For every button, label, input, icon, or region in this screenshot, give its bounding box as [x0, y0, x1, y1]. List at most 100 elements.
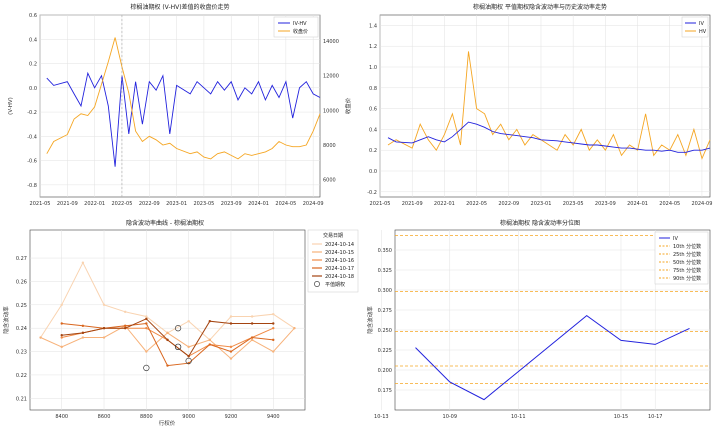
panel2-series-line — [387, 121, 711, 153]
panel4-xtick-label: 10-17 — [648, 414, 663, 420]
panel3-xtick-label: 8600 — [98, 414, 111, 420]
panel3-series-point — [229, 315, 233, 318]
panel3-ytick-label: 0.23 — [16, 350, 27, 356]
panel3-legend: 交易日期 2024-10-14 2024-10-15 2024-10-16 2024-… — [307, 229, 359, 293]
panel3-series-point — [123, 326, 127, 330]
panel3-atm-marker — [174, 325, 182, 332]
panel3-series-point — [293, 326, 296, 330]
panel3-xticks: 8400 8600 8800 9000 9200 9400 — [55, 414, 279, 420]
panel1-ytick-left-label: 0.4 — [29, 37, 37, 43]
panel4-xtick-label: 10-09 — [443, 414, 458, 420]
panel3-xtick-label: 8800 — [140, 414, 153, 420]
panel3-series-point — [145, 317, 148, 321]
panel3-series-point — [123, 324, 127, 328]
panel3-series-point — [166, 338, 169, 342]
panel3-ylabel: 隐含波动率 — [2, 306, 10, 334]
panel4-xtick-label: 10-11 — [511, 414, 526, 420]
panel1-xtick-label: 2022-09 — [139, 201, 160, 207]
panel1-ytick-left-label: -0.6 — [27, 159, 37, 165]
panel2-xtick-label: 2021-09 — [402, 201, 423, 207]
panel3-legend-title: 交易日期 — [323, 232, 343, 239]
panel3-series-point — [145, 350, 148, 353]
panel3-series-point — [123, 310, 127, 314]
panel1-ylabel-right: 收盘价 — [344, 97, 352, 114]
panel4-legend-label: 90th 分位数 — [673, 275, 701, 282]
panel3-legend-label: 2024-10-14 — [325, 242, 354, 248]
panel3-legend-label: 2024-10-17 — [325, 266, 354, 272]
panel3-title: 隐含波动率曲线 - 棕榈油期权 — [126, 219, 204, 227]
panel3-xtick-label: 9400 — [267, 414, 280, 420]
panel3-lines — [39, 261, 296, 367]
panel3-series-point — [81, 336, 85, 339]
panel1-axes — [39, 14, 321, 198]
panel4-ytick-label: 0.300 — [378, 288, 392, 294]
panel2-xtick-label: 2023-09 — [595, 201, 616, 207]
panel3-series-line — [40, 325, 295, 360]
panel4-legend-label: IV — [673, 236, 678, 242]
panel3-xlabel: 行权价 — [159, 419, 176, 427]
panel4-ytick-label: 0.250 — [378, 328, 392, 334]
panel1-xtick-label: 2024-05 — [275, 201, 296, 207]
panel4-series-line — [415, 314, 690, 401]
panel1-xtick-label: 2022-01 — [84, 201, 105, 207]
panel3-series-point — [250, 315, 254, 318]
panel3-series-point — [81, 324, 85, 328]
panel1-ytick-right-label: 6000 — [323, 178, 336, 184]
panel2-ytick-label: 1.2 — [369, 44, 377, 50]
panel1-xtick-label: 2023-05 — [193, 201, 214, 207]
panel1-title: 棕榈油期权 (V-HV)差值的收盘价走势 — [130, 3, 229, 11]
panel2-title: 棕榈油期权 平值期权隐含波动率与历史波动率走势 — [473, 3, 607, 11]
panel1-series-line — [46, 71, 321, 167]
panel3-series-point — [102, 326, 106, 330]
panel3-ytick-label: 0.27 — [16, 256, 27, 262]
panel1-series-line — [46, 37, 321, 160]
panel2-xtick-label: 2022-01 — [434, 201, 455, 207]
panel3-series-point — [166, 364, 169, 367]
panel3-yticks: 0.21 0.22 0.23 0.24 0.25 0.26 0.27 — [16, 256, 27, 402]
panel3-axes — [29, 229, 306, 411]
panel1-xticks: 2021-05 2021-09 2022-01 2022-05 2022-09 2023-… — [30, 201, 324, 207]
panel4-legend-label: 50th 分位数 — [673, 259, 701, 266]
panel1-legend-iv-hv: IV-HV — [293, 21, 307, 27]
panel4-lines — [415, 314, 690, 401]
panel3-series-point — [272, 322, 275, 325]
panel3-ytick-label: 0.21 — [16, 396, 27, 402]
panel1-legend-box — [273, 16, 319, 38]
panel1-xtick-label: 2024-09 — [303, 201, 324, 207]
panel-iv-hv-close: 棕榈油期权 (V-HV)差值的收盘价走势 2021-05 2021-09 2022-… — [8, 3, 352, 207]
panel4-legend-box — [654, 231, 709, 285]
panel2-xtick-label: 2022-09 — [498, 201, 519, 207]
panel2-ytick-label: 0.0 — [369, 169, 377, 175]
panel2-ytick-label: 1.0 — [369, 65, 377, 71]
panel3-legend-atm-swatch — [314, 281, 320, 287]
panel2-legend: IV HV — [681, 16, 709, 38]
panel3-series-point — [145, 315, 148, 318]
panel4-grid — [381, 230, 710, 410]
panel1-ytick-right-label: 8000 — [323, 143, 336, 149]
panel2-series-line — [387, 51, 711, 160]
panel3-series-point — [60, 303, 63, 307]
panel1-ytick-left-label: -0.2 — [27, 110, 37, 116]
panel2-ytick-label: 0.8 — [369, 86, 377, 92]
panel1-ytick-left-label: 0.0 — [29, 86, 37, 92]
panel3-series-point — [60, 345, 63, 349]
panel2-xtick-label: 2023-01 — [531, 201, 552, 207]
panel2-ytick-label: 0.4 — [369, 127, 377, 133]
panel2-xtick-label: 2024-09 — [691, 201, 712, 207]
panel3-atm-points — [143, 325, 192, 372]
panel1-legend: IV-HV 收盘价 — [273, 16, 319, 38]
panel1-ytick-left-label: -0.8 — [27, 183, 37, 189]
panel1-ytick-right-label: 14000 — [323, 39, 339, 45]
panel1-xtick-label: 2021-09 — [57, 201, 78, 207]
panel4-legend-label: 25th 分位数 — [673, 251, 701, 258]
panel4-ytick-label: 0.275 — [378, 308, 392, 314]
panel3-xtick-label: 9000 — [182, 414, 195, 420]
panel3-series-point — [81, 331, 85, 335]
panel3-series-point — [102, 303, 106, 307]
panel3-series-point — [102, 336, 106, 339]
panel3-series-point — [229, 345, 233, 349]
panel1-ylabel-left: (V-HV) — [8, 97, 14, 115]
panel4-legend-label: 75th 分位数 — [673, 267, 701, 274]
panel1-ytick-right-label: 10000 — [323, 108, 339, 114]
